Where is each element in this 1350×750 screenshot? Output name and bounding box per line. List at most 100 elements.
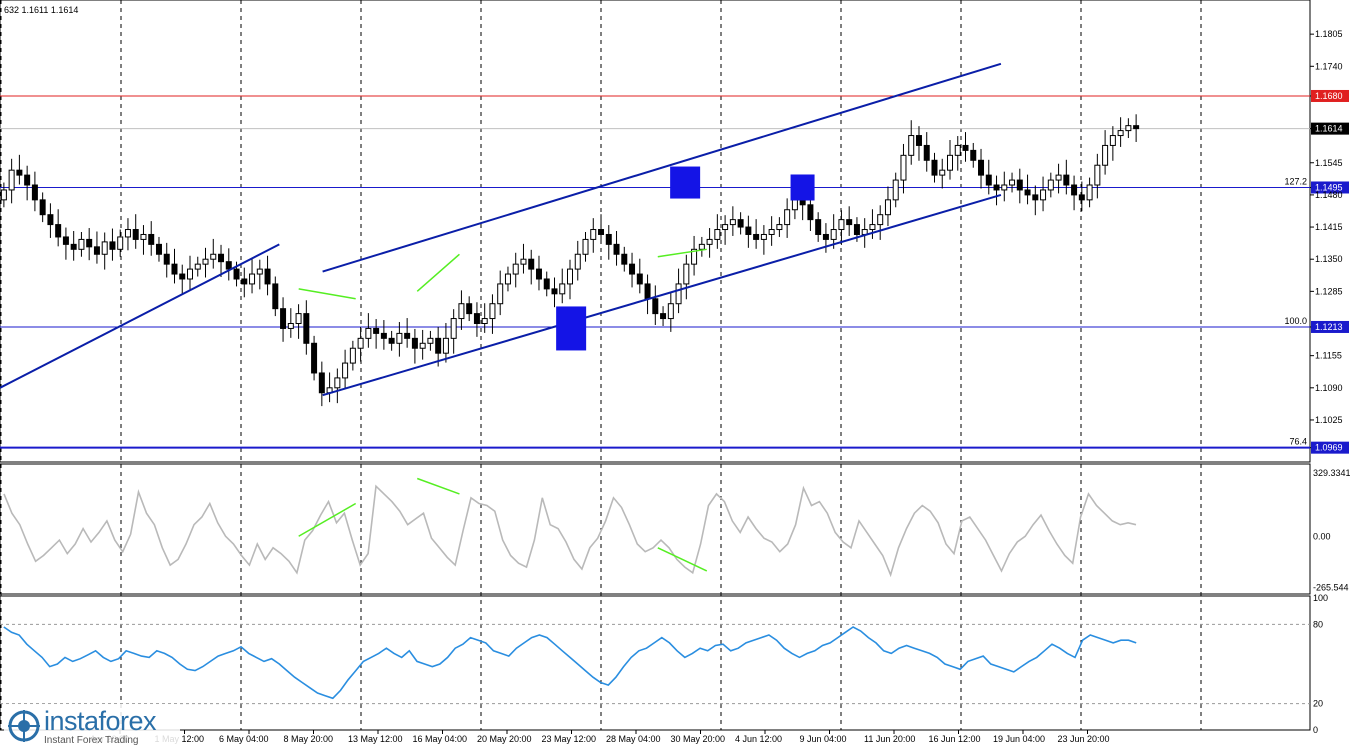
brand-logo: instaforex Instant Forex Trading — [4, 704, 180, 748]
rsi-tick-label: 20 — [1313, 699, 1323, 709]
candle-body — [877, 214, 884, 226]
candle-body — [962, 144, 969, 151]
candle-body — [1125, 125, 1132, 132]
candle-body — [559, 283, 566, 295]
candle-body — [574, 253, 581, 270]
candle-body — [675, 283, 682, 305]
cci-tick-label: 0.00 — [1313, 531, 1331, 541]
candle-body — [1086, 184, 1093, 201]
price-tick-label: 1.1480 — [1315, 190, 1343, 200]
candle-body — [1102, 144, 1109, 166]
candle-body — [303, 313, 310, 344]
cci-divergence-line — [657, 547, 708, 572]
candle-body — [1133, 125, 1140, 130]
candle-body — [365, 327, 372, 339]
time-tick-label: 16 May 04:00 — [413, 734, 468, 744]
time-tick-label: 23 Jun 20:00 — [1058, 734, 1110, 744]
candle-body — [1001, 184, 1008, 191]
time-tick-label: 8 May 20:00 — [284, 734, 334, 744]
candle-body — [47, 214, 54, 226]
price-tick-label: 1.1285 — [1315, 286, 1343, 296]
candle-body — [1047, 179, 1054, 191]
candle-body — [233, 268, 240, 280]
candle-body — [55, 224, 62, 238]
candle-body — [24, 174, 31, 186]
candle-body — [357, 337, 364, 349]
main-panel — [0, 0, 1311, 463]
candle-body — [551, 288, 558, 295]
candle-body — [450, 318, 457, 339]
cci-line — [3, 484, 1137, 578]
quote-header: 632 1.1611 1.1614 — [4, 5, 78, 15]
candle-body — [970, 149, 977, 161]
price-levels: 127.2 100.0 76.4 — [0, 95, 1310, 449]
candle-body — [295, 313, 302, 325]
candle-body — [691, 248, 698, 265]
time-tick-label: 19 Jun 04:00 — [993, 734, 1045, 744]
rsi-panel — [0, 595, 1311, 731]
candle-body — [1094, 164, 1101, 186]
candle-body — [512, 263, 519, 275]
candle-body — [590, 229, 597, 240]
candle-body — [830, 229, 837, 240]
candle-body — [939, 169, 946, 176]
candle-body — [760, 233, 767, 240]
candle-body — [1117, 130, 1124, 137]
candle-body — [148, 233, 155, 245]
candle-body — [155, 243, 162, 255]
price-tag-box — [1311, 441, 1349, 454]
candle-body — [334, 377, 341, 389]
signal-box — [790, 174, 815, 201]
candle-body — [737, 219, 744, 228]
candlesticks — [0, 114, 1140, 407]
signal-box — [556, 306, 587, 351]
brand-tagline: Instant Forex Trading — [44, 735, 139, 746]
candle-body — [745, 226, 752, 235]
price-tag-label: 1.1213 — [1315, 322, 1343, 332]
candle-body — [31, 184, 38, 201]
candle-body — [931, 159, 938, 176]
candle-body — [93, 246, 100, 255]
candle-body — [1109, 135, 1116, 146]
candle-body — [396, 332, 403, 344]
candle-body — [582, 238, 589, 255]
cci-tick-label: -265.544 — [1313, 582, 1349, 592]
candle-body — [613, 243, 620, 255]
candle-body — [481, 318, 488, 325]
candle-body — [373, 327, 380, 334]
candle-body — [287, 323, 294, 329]
candle-body — [698, 243, 705, 250]
price-tick-label: 1.1415 — [1315, 222, 1343, 232]
price-tick-label: 1.1740 — [1315, 61, 1343, 71]
candle-body — [815, 219, 822, 235]
price-tag-box — [1311, 122, 1349, 135]
signal-box — [670, 166, 701, 199]
price-tag-box — [1311, 89, 1349, 102]
price-tick-label: 1.1805 — [1315, 29, 1343, 39]
candle-body — [900, 154, 907, 181]
candle-body — [497, 283, 504, 305]
trend-line — [322, 193, 1002, 397]
candle-body — [140, 233, 147, 240]
candle-body — [535, 268, 542, 280]
candle-body — [1009, 179, 1016, 186]
candle-body — [667, 303, 674, 320]
divergence-line — [657, 248, 707, 258]
candle-body — [729, 219, 736, 226]
candle-body — [838, 219, 845, 231]
candle-body — [241, 278, 248, 285]
time-axis: Apr 20:001 May 12:006 May 04:008 May 20:… — [90, 730, 1110, 744]
candle-body — [272, 283, 279, 310]
candle-body — [349, 347, 356, 364]
price-tag-box — [1311, 320, 1349, 333]
price-tag-box — [1311, 181, 1349, 194]
candle-body — [722, 224, 729, 231]
cci-divergence-line — [298, 502, 357, 537]
candle-body — [846, 219, 853, 226]
candle-body — [210, 253, 217, 260]
candle-body — [16, 169, 23, 176]
candle-body — [776, 224, 783, 231]
time-tick-label: 16 Jun 12:00 — [929, 734, 981, 744]
vertical-grid — [0, 0, 1202, 730]
candle-body — [869, 224, 876, 231]
